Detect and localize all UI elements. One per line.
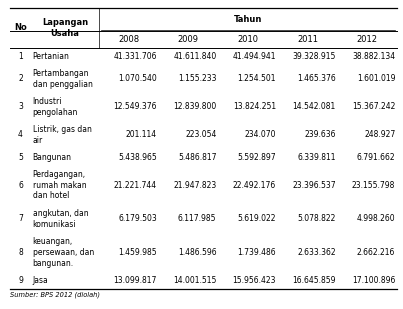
Text: 234.070: 234.070 (245, 130, 276, 139)
Text: 5.078.822: 5.078.822 (297, 214, 336, 223)
Text: 14.001.515: 14.001.515 (173, 276, 216, 285)
Text: Bangunan: Bangunan (33, 153, 72, 162)
Text: 2009: 2009 (178, 35, 199, 44)
Text: angkutan, dan
komunikasi: angkutan, dan komunikasi (33, 209, 88, 229)
Text: 14.542.081: 14.542.081 (293, 102, 336, 111)
Text: 22.492.176: 22.492.176 (233, 181, 276, 190)
Text: 7: 7 (18, 214, 23, 223)
Text: 13.099.817: 13.099.817 (113, 276, 157, 285)
Text: 6.339.811: 6.339.811 (297, 153, 336, 162)
Text: 41.331.706: 41.331.706 (113, 52, 157, 61)
Text: 5.486.817: 5.486.817 (178, 153, 216, 162)
Text: 9: 9 (18, 276, 23, 285)
Text: 2011: 2011 (297, 35, 318, 44)
Text: 41.611.840: 41.611.840 (173, 52, 216, 61)
Text: 6.791.662: 6.791.662 (357, 153, 395, 162)
Text: 12.549.376: 12.549.376 (113, 102, 157, 111)
Text: 15.956.423: 15.956.423 (233, 276, 276, 285)
Text: 15.367.242: 15.367.242 (352, 102, 395, 111)
Text: No: No (14, 23, 27, 32)
Text: 5.438.965: 5.438.965 (118, 153, 157, 162)
Text: 1.070.540: 1.070.540 (118, 74, 157, 83)
Text: Lapangan
Usaha: Lapangan Usaha (42, 18, 88, 38)
Text: Jasa: Jasa (33, 276, 48, 285)
Text: Perdagangan,
rumah makan
dan hotel: Perdagangan, rumah makan dan hotel (33, 170, 86, 201)
Text: 16.645.859: 16.645.859 (292, 276, 336, 285)
Text: 21.221.744: 21.221.744 (114, 181, 157, 190)
Text: 5: 5 (18, 153, 23, 162)
Text: Pertambangan
dan penggalian: Pertambangan dan penggalian (33, 69, 93, 89)
Text: Tahun: Tahun (234, 15, 262, 24)
Text: 13.824.251: 13.824.251 (233, 102, 276, 111)
Text: 2.633.362: 2.633.362 (297, 248, 336, 257)
Text: 3: 3 (18, 102, 23, 111)
Text: keuangan,
persewaan, dan
bangunan.: keuangan, persewaan, dan bangunan. (33, 237, 94, 268)
Text: 1.486.596: 1.486.596 (178, 248, 216, 257)
Text: 1.465.376: 1.465.376 (297, 74, 336, 83)
Text: 1.459.985: 1.459.985 (118, 248, 157, 257)
Text: 248.927: 248.927 (364, 130, 395, 139)
Text: 39.328.915: 39.328.915 (292, 52, 336, 61)
Text: 38.882.134: 38.882.134 (352, 52, 395, 61)
Text: 2010: 2010 (237, 35, 258, 44)
Text: 23.155.798: 23.155.798 (352, 181, 395, 190)
Text: 4.998.260: 4.998.260 (357, 214, 395, 223)
Text: 1.601.019: 1.601.019 (357, 74, 395, 83)
Text: 8: 8 (18, 248, 23, 257)
Text: 201.114: 201.114 (126, 130, 157, 139)
Text: Sumber: BPS 2012 (diolah): Sumber: BPS 2012 (diolah) (10, 292, 100, 298)
Text: 6: 6 (18, 181, 23, 190)
Text: 1.155.233: 1.155.233 (178, 74, 216, 83)
Text: Listrik, gas dan
air: Listrik, gas dan air (33, 125, 91, 145)
Text: 2: 2 (18, 74, 23, 83)
Text: 2.662.216: 2.662.216 (357, 248, 395, 257)
Text: Industri
pengolahan: Industri pengolahan (33, 97, 78, 116)
Text: 223.054: 223.054 (185, 130, 216, 139)
Text: 1.254.501: 1.254.501 (237, 74, 276, 83)
Text: 239.636: 239.636 (304, 130, 336, 139)
Text: 1: 1 (18, 52, 23, 61)
Text: 5.619.022: 5.619.022 (237, 214, 276, 223)
Text: 12.839.800: 12.839.800 (173, 102, 216, 111)
Text: 6.179.503: 6.179.503 (118, 214, 157, 223)
Text: 17.100.896: 17.100.896 (352, 276, 395, 285)
Text: Pertanian: Pertanian (33, 52, 70, 61)
Text: 4: 4 (18, 130, 23, 139)
Text: 1.739.486: 1.739.486 (237, 248, 276, 257)
Text: 21.947.823: 21.947.823 (173, 181, 216, 190)
Text: 2008: 2008 (118, 35, 139, 44)
Text: 23.396.537: 23.396.537 (292, 181, 336, 190)
Text: 6.117.985: 6.117.985 (178, 214, 216, 223)
Text: 5.592.897: 5.592.897 (237, 153, 276, 162)
Text: 2012: 2012 (357, 35, 378, 44)
Text: 41.494.941: 41.494.941 (233, 52, 276, 61)
